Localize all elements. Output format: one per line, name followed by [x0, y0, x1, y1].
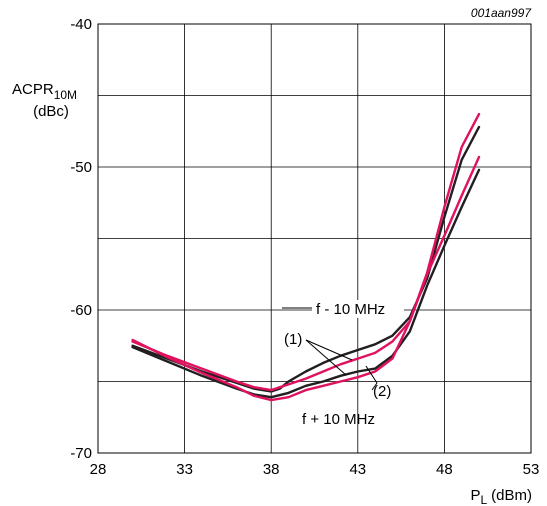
series-line-1 [131, 125, 481, 393]
series-line-3 [131, 168, 481, 399]
x-tick-labels: 28 33 38 43 48 53 [90, 461, 540, 478]
x-axis-label: PL (dBm) [470, 487, 532, 506]
curves [131, 112, 481, 402]
annotation-markers: (1) (2) [284, 331, 391, 400]
marker1-leader-b [305, 339, 347, 376]
y-axis-label: ACPR10M [12, 81, 77, 102]
x-tick-label: 48 [436, 461, 453, 478]
y-tick-label: -60 [70, 302, 92, 319]
x-tick-label: 28 [90, 461, 107, 478]
y-tick-labels: -40 -50 -60 -70 [70, 16, 92, 462]
x-tick-label: 43 [349, 461, 366, 478]
marker2-label: (2) [373, 383, 391, 400]
y-tick-label: -50 [70, 159, 92, 176]
x-tick-label: 33 [176, 461, 193, 478]
marker1-leader-a [305, 339, 353, 361]
series-line-4 [131, 155, 481, 402]
plot-frame [97, 23, 532, 454]
annotation-upper: f - 10 MHz [282, 300, 404, 318]
x-tick-label: 38 [263, 461, 280, 478]
figure-code: 001aan997 [471, 6, 532, 20]
marker2-leader-b [371, 382, 378, 391]
annotation-upper-bg [312, 300, 404, 318]
y-tick-label: -70 [70, 445, 92, 462]
marker2-leader-a [365, 365, 378, 384]
y-tick-label: -40 [70, 16, 92, 33]
annotation-lower-label: f + 10 MHz [302, 411, 375, 428]
y-axis-unit: (dBc) [33, 103, 69, 120]
marker1-label: (1) [284, 331, 302, 348]
annotation-upper-label: f - 10 MHz [316, 301, 385, 318]
x-tick-label: 53 [523, 461, 540, 478]
